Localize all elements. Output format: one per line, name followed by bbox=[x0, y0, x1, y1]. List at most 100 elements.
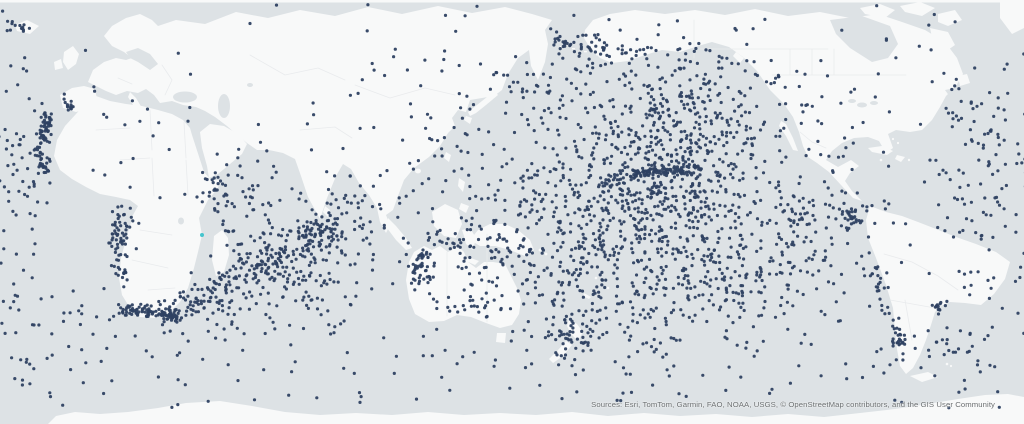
data-point bbox=[309, 260, 313, 264]
data-point bbox=[261, 203, 265, 207]
data-point bbox=[560, 397, 564, 401]
data-point bbox=[634, 198, 638, 203]
data-point bbox=[654, 347, 658, 351]
data-point bbox=[304, 229, 308, 233]
data-point bbox=[493, 193, 497, 197]
data-point bbox=[943, 229, 947, 233]
data-point bbox=[581, 335, 585, 339]
data-point bbox=[744, 276, 748, 280]
data-point bbox=[684, 136, 689, 140]
data-point bbox=[686, 274, 690, 278]
data-point bbox=[567, 280, 572, 284]
data-point bbox=[698, 132, 703, 136]
data-point bbox=[954, 77, 958, 81]
data-point bbox=[800, 216, 804, 220]
data-point bbox=[729, 245, 733, 249]
data-point bbox=[619, 222, 624, 226]
data-point bbox=[629, 110, 633, 114]
data-point bbox=[717, 54, 721, 59]
data-point bbox=[649, 213, 653, 217]
data-point bbox=[628, 106, 632, 110]
data-point bbox=[48, 159, 52, 163]
data-point bbox=[656, 250, 660, 255]
data-point bbox=[581, 240, 585, 245]
data-point bbox=[785, 300, 790, 304]
landmass-vancouver-island bbox=[733, 52, 744, 63]
data-point bbox=[81, 381, 85, 385]
data-point bbox=[561, 291, 565, 295]
data-point bbox=[361, 238, 365, 242]
data-point bbox=[289, 343, 293, 347]
data-point bbox=[875, 4, 879, 8]
data-point bbox=[398, 201, 402, 205]
data-point bbox=[990, 325, 994, 329]
data-point bbox=[605, 156, 609, 160]
data-point bbox=[888, 363, 892, 367]
data-point bbox=[895, 326, 899, 330]
data-point bbox=[769, 82, 773, 86]
data-point bbox=[634, 225, 638, 229]
data-point bbox=[681, 158, 685, 162]
data-point bbox=[577, 273, 581, 278]
data-point bbox=[253, 275, 257, 280]
data-point bbox=[657, 278, 661, 282]
data-point bbox=[701, 238, 705, 242]
data-point bbox=[238, 256, 242, 261]
data-point bbox=[536, 275, 541, 279]
data-point bbox=[626, 192, 630, 196]
data-point bbox=[568, 183, 572, 187]
data-point bbox=[446, 295, 451, 299]
data-point bbox=[541, 197, 545, 201]
data-point bbox=[606, 201, 610, 205]
data-point bbox=[797, 181, 801, 186]
data-point bbox=[656, 140, 661, 144]
data-point bbox=[328, 244, 332, 248]
data-point bbox=[720, 66, 724, 70]
data-point bbox=[950, 125, 954, 129]
data-point bbox=[193, 282, 197, 287]
data-point bbox=[563, 194, 567, 199]
data-point bbox=[684, 249, 688, 253]
data-point bbox=[840, 189, 844, 193]
data-point bbox=[592, 157, 596, 161]
data-point bbox=[324, 245, 328, 249]
data-point bbox=[45, 201, 49, 205]
data-point bbox=[643, 134, 647, 138]
data-point bbox=[746, 137, 750, 141]
data-point bbox=[625, 152, 630, 156]
data-point bbox=[304, 199, 308, 203]
data-point bbox=[157, 121, 161, 125]
data-point bbox=[897, 316, 901, 320]
data-point bbox=[615, 178, 619, 182]
data-point bbox=[639, 237, 643, 241]
data-point bbox=[934, 158, 938, 162]
data-point bbox=[961, 171, 965, 175]
data-point bbox=[378, 173, 382, 178]
data-point bbox=[597, 290, 601, 294]
data-point bbox=[169, 314, 174, 318]
data-point bbox=[137, 221, 141, 225]
data-point bbox=[687, 315, 691, 319]
data-point bbox=[678, 84, 682, 88]
data-point bbox=[778, 134, 782, 138]
great-lakes bbox=[870, 101, 878, 105]
data-point bbox=[977, 158, 981, 162]
data-point bbox=[615, 284, 620, 289]
data-point bbox=[850, 210, 854, 214]
data-point bbox=[922, 180, 927, 184]
data-point bbox=[659, 102, 663, 106]
data-point bbox=[768, 272, 772, 276]
data-point bbox=[882, 199, 886, 203]
data-point bbox=[695, 226, 700, 230]
data-point bbox=[704, 275, 708, 279]
landmass-tasmania bbox=[496, 333, 506, 343]
data-point bbox=[980, 102, 984, 106]
data-point bbox=[843, 216, 847, 220]
data-point bbox=[217, 301, 221, 305]
data-point bbox=[335, 217, 340, 221]
data-point bbox=[205, 177, 209, 182]
data-point bbox=[581, 262, 586, 266]
data-point bbox=[845, 377, 849, 381]
